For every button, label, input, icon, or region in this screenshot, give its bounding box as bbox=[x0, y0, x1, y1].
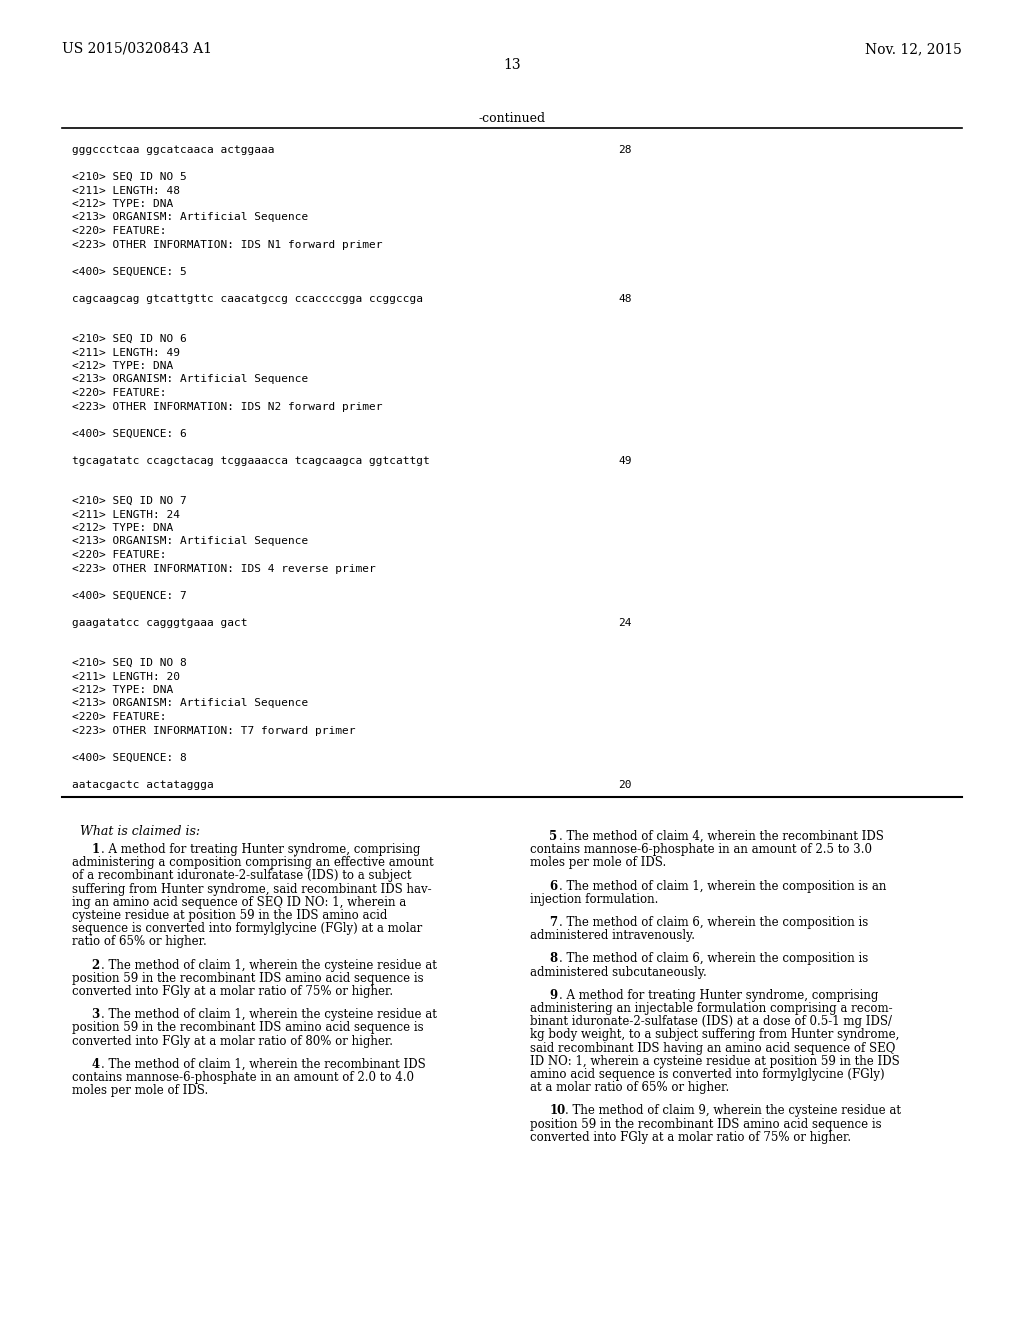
Text: . The method of claim 6, wherein the composition is: . The method of claim 6, wherein the com… bbox=[559, 953, 868, 965]
Text: <211> LENGTH: 24: <211> LENGTH: 24 bbox=[72, 510, 180, 520]
Text: -continued: -continued bbox=[478, 112, 546, 125]
Text: <213> ORGANISM: Artificial Sequence: <213> ORGANISM: Artificial Sequence bbox=[72, 213, 308, 223]
Text: 49: 49 bbox=[618, 455, 632, 466]
Text: amino acid sequence is converted into formylglycine (FGly): amino acid sequence is converted into fo… bbox=[530, 1068, 885, 1081]
Text: . A method for treating Hunter syndrome, comprising: . A method for treating Hunter syndrome,… bbox=[559, 989, 878, 1002]
Text: administered intravenously.: administered intravenously. bbox=[530, 929, 695, 942]
Text: converted into FGly at a molar ratio of 80% or higher.: converted into FGly at a molar ratio of … bbox=[72, 1035, 393, 1048]
Text: gaagatatcc cagggtgaaa gact: gaagatatcc cagggtgaaa gact bbox=[72, 618, 248, 627]
Text: . The method of claim 6, wherein the composition is: . The method of claim 6, wherein the com… bbox=[559, 916, 868, 929]
Text: 1: 1 bbox=[91, 843, 99, 855]
Text: <213> ORGANISM: Artificial Sequence: <213> ORGANISM: Artificial Sequence bbox=[72, 375, 308, 384]
Text: US 2015/0320843 A1: US 2015/0320843 A1 bbox=[62, 42, 212, 55]
Text: <220> FEATURE:: <220> FEATURE: bbox=[72, 711, 167, 722]
Text: 9: 9 bbox=[549, 989, 557, 1002]
Text: 8: 8 bbox=[549, 953, 557, 965]
Text: 20: 20 bbox=[618, 780, 632, 789]
Text: . The method of claim 1, wherein the composition is an: . The method of claim 1, wherein the com… bbox=[559, 879, 886, 892]
Text: <400> SEQUENCE: 7: <400> SEQUENCE: 7 bbox=[72, 590, 186, 601]
Text: 6: 6 bbox=[549, 879, 557, 892]
Text: <212> TYPE: DNA: <212> TYPE: DNA bbox=[72, 360, 173, 371]
Text: <223> OTHER INFORMATION: T7 forward primer: <223> OTHER INFORMATION: T7 forward prim… bbox=[72, 726, 355, 735]
Text: binant iduronate-2-sulfatase (IDS) at a dose of 0.5-1 mg IDS/: binant iduronate-2-sulfatase (IDS) at a … bbox=[530, 1015, 892, 1028]
Text: aatacgactc actataggga: aatacgactc actataggga bbox=[72, 780, 214, 789]
Text: moles per mole of IDS.: moles per mole of IDS. bbox=[530, 857, 667, 870]
Text: administering a composition comprising an effective amount: administering a composition comprising a… bbox=[72, 857, 433, 869]
Text: <213> ORGANISM: Artificial Sequence: <213> ORGANISM: Artificial Sequence bbox=[72, 536, 308, 546]
Text: ID NO: 1, wherein a cysteine residue at position 59 in the IDS: ID NO: 1, wherein a cysteine residue at … bbox=[530, 1055, 900, 1068]
Text: of a recombinant iduronate-2-sulfatase (IDS) to a subject: of a recombinant iduronate-2-sulfatase (… bbox=[72, 870, 412, 882]
Text: said recombinant IDS having an amino acid sequence of SEQ: said recombinant IDS having an amino aci… bbox=[530, 1041, 895, 1055]
Text: position 59 in the recombinant IDS amino acid sequence is: position 59 in the recombinant IDS amino… bbox=[72, 972, 424, 985]
Text: <220> FEATURE:: <220> FEATURE: bbox=[72, 388, 167, 399]
Text: position 59 in the recombinant IDS amino acid sequence is: position 59 in the recombinant IDS amino… bbox=[530, 1118, 882, 1131]
Text: <212> TYPE: DNA: <212> TYPE: DNA bbox=[72, 523, 173, 533]
Text: administered subcutaneously.: administered subcutaneously. bbox=[530, 966, 707, 978]
Text: 10: 10 bbox=[549, 1105, 565, 1118]
Text: . The method of claim 1, wherein the cysteine residue at: . The method of claim 1, wherein the cys… bbox=[100, 958, 436, 972]
Text: <400> SEQUENCE: 5: <400> SEQUENCE: 5 bbox=[72, 267, 186, 276]
Text: gggccctcaa ggcatcaaca actggaaa: gggccctcaa ggcatcaaca actggaaa bbox=[72, 145, 274, 154]
Text: cagcaagcag gtcattgttc caacatgccg ccaccccgga ccggccga: cagcaagcag gtcattgttc caacatgccg ccacccc… bbox=[72, 293, 423, 304]
Text: 13: 13 bbox=[503, 58, 521, 73]
Text: 4: 4 bbox=[91, 1057, 99, 1071]
Text: <210> SEQ ID NO 6: <210> SEQ ID NO 6 bbox=[72, 334, 186, 345]
Text: <211> LENGTH: 49: <211> LENGTH: 49 bbox=[72, 347, 180, 358]
Text: tgcagatatc ccagctacag tcggaaacca tcagcaagca ggtcattgt: tgcagatatc ccagctacag tcggaaacca tcagcaa… bbox=[72, 455, 430, 466]
Text: <213> ORGANISM: Artificial Sequence: <213> ORGANISM: Artificial Sequence bbox=[72, 698, 308, 709]
Text: <223> OTHER INFORMATION: IDS N2 forward primer: <223> OTHER INFORMATION: IDS N2 forward … bbox=[72, 401, 383, 412]
Text: suffering from Hunter syndrome, said recombinant IDS hav-: suffering from Hunter syndrome, said rec… bbox=[72, 883, 432, 895]
Text: <400> SEQUENCE: 6: <400> SEQUENCE: 6 bbox=[72, 429, 186, 438]
Text: contains mannose-6-phosphate in an amount of 2.0 to 4.0: contains mannose-6-phosphate in an amoun… bbox=[72, 1071, 414, 1084]
Text: <210> SEQ ID NO 7: <210> SEQ ID NO 7 bbox=[72, 496, 186, 506]
Text: 5: 5 bbox=[549, 830, 557, 843]
Text: converted into FGly at a molar ratio of 75% or higher.: converted into FGly at a molar ratio of … bbox=[530, 1131, 851, 1144]
Text: ratio of 65% or higher.: ratio of 65% or higher. bbox=[72, 936, 207, 948]
Text: sequence is converted into formylglycine (FGly) at a molar: sequence is converted into formylglycine… bbox=[72, 923, 422, 935]
Text: <212> TYPE: DNA: <212> TYPE: DNA bbox=[72, 685, 173, 696]
Text: contains mannose-6-phosphate in an amount of 2.5 to 3.0: contains mannose-6-phosphate in an amoun… bbox=[530, 843, 872, 857]
Text: <210> SEQ ID NO 5: <210> SEQ ID NO 5 bbox=[72, 172, 186, 182]
Text: kg body weight, to a subject suffering from Hunter syndrome,: kg body weight, to a subject suffering f… bbox=[530, 1028, 899, 1041]
Text: <223> OTHER INFORMATION: IDS N1 forward primer: <223> OTHER INFORMATION: IDS N1 forward … bbox=[72, 239, 383, 249]
Text: injection formulation.: injection formulation. bbox=[530, 892, 658, 906]
Text: at a molar ratio of 65% or higher.: at a molar ratio of 65% or higher. bbox=[530, 1081, 729, 1094]
Text: Nov. 12, 2015: Nov. 12, 2015 bbox=[865, 42, 962, 55]
Text: 24: 24 bbox=[618, 618, 632, 627]
Text: 3: 3 bbox=[91, 1008, 99, 1022]
Text: <211> LENGTH: 48: <211> LENGTH: 48 bbox=[72, 186, 180, 195]
Text: 2: 2 bbox=[91, 958, 99, 972]
Text: . The method of claim 1, wherein the cysteine residue at: . The method of claim 1, wherein the cys… bbox=[100, 1008, 436, 1022]
Text: <220> FEATURE:: <220> FEATURE: bbox=[72, 226, 167, 236]
Text: 28: 28 bbox=[618, 145, 632, 154]
Text: <223> OTHER INFORMATION: IDS 4 reverse primer: <223> OTHER INFORMATION: IDS 4 reverse p… bbox=[72, 564, 376, 573]
Text: 7: 7 bbox=[549, 916, 557, 929]
Text: <211> LENGTH: 20: <211> LENGTH: 20 bbox=[72, 672, 180, 681]
Text: <400> SEQUENCE: 8: <400> SEQUENCE: 8 bbox=[72, 752, 186, 763]
Text: <220> FEATURE:: <220> FEATURE: bbox=[72, 550, 167, 560]
Text: <212> TYPE: DNA: <212> TYPE: DNA bbox=[72, 199, 173, 209]
Text: What is claimed is:: What is claimed is: bbox=[80, 825, 200, 838]
Text: moles per mole of IDS.: moles per mole of IDS. bbox=[72, 1084, 208, 1097]
Text: cysteine residue at position 59 in the IDS amino acid: cysteine residue at position 59 in the I… bbox=[72, 909, 387, 921]
Text: . The method of claim 9, wherein the cysteine residue at: . The method of claim 9, wherein the cys… bbox=[565, 1105, 901, 1118]
Text: position 59 in the recombinant IDS amino acid sequence is: position 59 in the recombinant IDS amino… bbox=[72, 1022, 424, 1035]
Text: . The method of claim 4, wherein the recombinant IDS: . The method of claim 4, wherein the rec… bbox=[559, 830, 884, 843]
Text: ing an amino acid sequence of SEQ ID NO: 1, wherein a: ing an amino acid sequence of SEQ ID NO:… bbox=[72, 896, 407, 908]
Text: administering an injectable formulation comprising a recom-: administering an injectable formulation … bbox=[530, 1002, 893, 1015]
Text: converted into FGly at a molar ratio of 75% or higher.: converted into FGly at a molar ratio of … bbox=[72, 985, 393, 998]
Text: . The method of claim 1, wherein the recombinant IDS: . The method of claim 1, wherein the rec… bbox=[100, 1057, 425, 1071]
Text: . A method for treating Hunter syndrome, comprising: . A method for treating Hunter syndrome,… bbox=[100, 843, 420, 855]
Text: <210> SEQ ID NO 8: <210> SEQ ID NO 8 bbox=[72, 657, 186, 668]
Text: 48: 48 bbox=[618, 293, 632, 304]
